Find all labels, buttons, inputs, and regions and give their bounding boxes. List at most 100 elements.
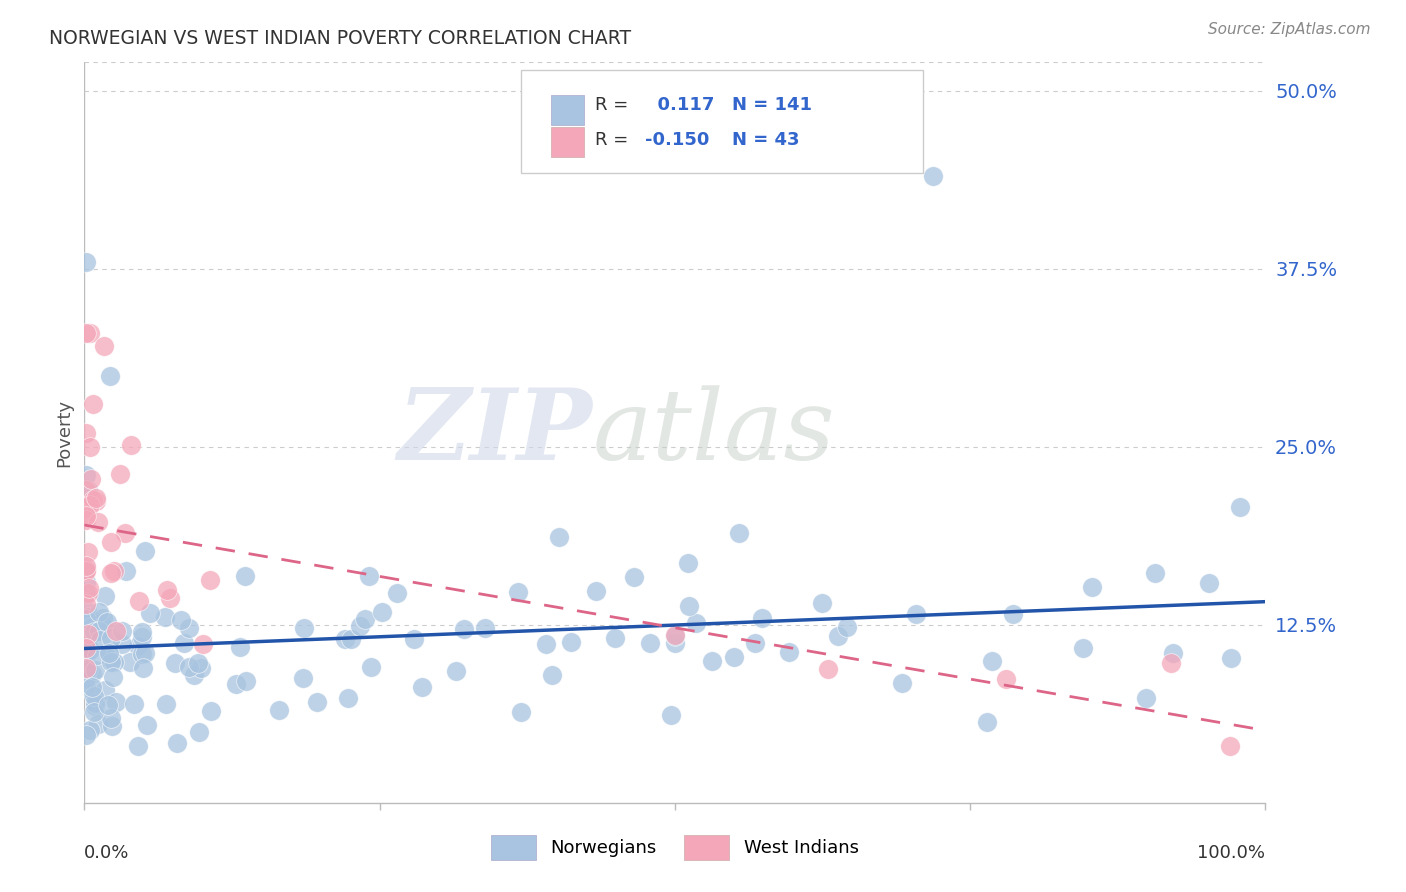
Point: [474, 621, 496, 635]
Point: [1144, 566, 1167, 581]
Point: [111, 624, 134, 638]
Point: [87, 515, 110, 529]
Point: [370, 606, 392, 620]
Point: [333, 632, 356, 646]
Point: [97, 698, 120, 713]
Point: [453, 623, 475, 637]
Point: [105, 624, 128, 638]
Point: [890, 675, 912, 690]
Point: [79, 326, 101, 340]
Point: [82, 493, 104, 508]
Point: [835, 620, 858, 634]
Point: [75, 509, 97, 524]
Point: [540, 668, 562, 682]
Point: [75, 647, 97, 661]
Point: [187, 725, 209, 739]
Point: [235, 673, 257, 688]
Point: [82, 666, 104, 681]
Point: [685, 615, 707, 630]
Y-axis label: Poverty: Poverty: [55, 399, 73, 467]
Point: [404, 632, 426, 646]
Point: [115, 564, 138, 578]
Point: [827, 629, 849, 643]
Point: [75, 647, 97, 661]
Point: [80, 472, 103, 486]
FancyBboxPatch shape: [522, 70, 922, 173]
Point: [177, 621, 200, 635]
Point: [77, 662, 100, 676]
Point: [100, 631, 122, 645]
Point: [976, 714, 998, 729]
Point: [75, 645, 97, 659]
Text: N = 141: N = 141: [731, 96, 811, 114]
Point: [340, 632, 363, 646]
Point: [187, 657, 209, 671]
Point: [89, 633, 111, 648]
Point: [155, 697, 177, 711]
Point: [75, 574, 97, 589]
Point: [744, 636, 766, 650]
Point: [83, 706, 105, 720]
Point: [94, 683, 117, 698]
Point: [75, 672, 97, 686]
Point: [79, 643, 101, 657]
Text: NORWEGIAN VS WEST INDIAN POVERTY CORRELATION CHART: NORWEGIAN VS WEST INDIAN POVERTY CORRELA…: [49, 29, 631, 47]
Point: [96, 615, 118, 629]
Point: [506, 585, 529, 599]
Point: [75, 559, 97, 574]
Point: [75, 562, 97, 576]
Point: [120, 438, 142, 452]
Point: [1219, 739, 1241, 753]
Point: [994, 672, 1017, 686]
Point: [723, 649, 745, 664]
Point: [103, 565, 125, 579]
Point: [534, 637, 557, 651]
Point: [156, 583, 179, 598]
Point: [132, 661, 155, 675]
Point: [79, 723, 101, 737]
Point: [678, 599, 700, 613]
Point: [97, 645, 120, 659]
Point: [100, 535, 122, 549]
Legend: Norwegians, West Indians: Norwegians, West Indians: [491, 835, 859, 861]
Point: [84, 493, 107, 508]
Point: [305, 695, 328, 709]
Point: [110, 467, 132, 481]
Point: [603, 631, 626, 645]
Point: [166, 736, 188, 750]
Point: [411, 680, 433, 694]
Point: [638, 636, 661, 650]
Point: [547, 530, 569, 544]
Text: Source: ZipAtlas.com: Source: ZipAtlas.com: [1208, 22, 1371, 37]
Text: -0.150: -0.150: [645, 131, 710, 149]
Text: ZIP: ZIP: [398, 384, 592, 481]
Point: [75, 663, 97, 677]
Point: [75, 728, 97, 742]
Point: [104, 695, 127, 709]
Point: [1001, 607, 1024, 621]
Point: [664, 628, 686, 642]
Text: 0.117: 0.117: [645, 96, 714, 114]
Point: [444, 664, 467, 678]
Point: [87, 624, 110, 639]
Point: [905, 607, 928, 621]
Text: R =: R =: [595, 96, 634, 114]
Point: [75, 587, 97, 601]
Point: [131, 647, 153, 661]
Point: [80, 620, 103, 634]
Point: [83, 663, 105, 677]
Text: N = 43: N = 43: [731, 131, 799, 149]
Point: [83, 624, 105, 639]
Point: [75, 565, 97, 579]
Bar: [551, 95, 583, 126]
Point: [100, 655, 122, 669]
Point: [90, 615, 112, 630]
Point: [87, 605, 110, 619]
Point: [817, 662, 839, 676]
Point: [77, 585, 100, 599]
Point: [75, 468, 97, 483]
Point: [1198, 576, 1220, 591]
Point: [83, 689, 105, 703]
Text: 100.0%: 100.0%: [1198, 844, 1265, 862]
Point: [169, 613, 191, 627]
